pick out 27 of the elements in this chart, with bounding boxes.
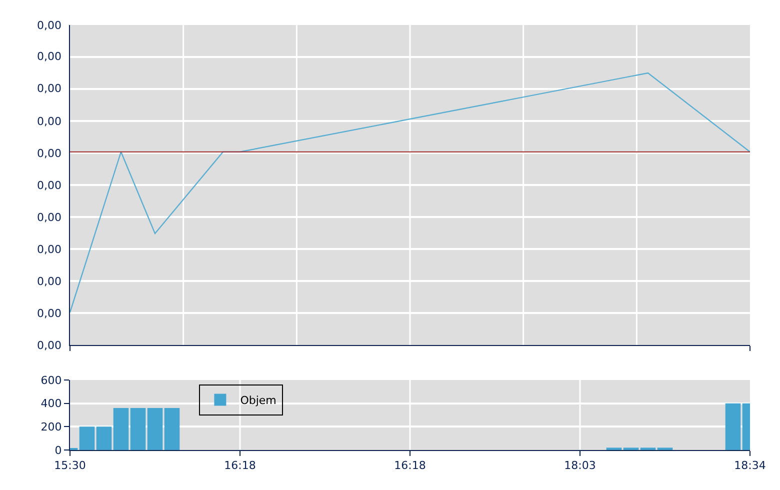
text: 0,00 <box>37 19 62 32</box>
text: 0,00 <box>37 179 62 192</box>
y-tick-label: 400 <box>40 397 62 410</box>
legend-label: Objem <box>240 394 276 408</box>
text: 0,00 <box>37 307 62 320</box>
bar <box>147 408 163 450</box>
bar <box>164 408 180 450</box>
x-tick-label: 18:03 <box>564 459 596 472</box>
x-tick-label: 15:30 <box>54 459 86 472</box>
y-tick-label: 600 <box>40 374 62 387</box>
x-tick-label: 16:18 <box>224 459 256 472</box>
bar <box>79 426 95 450</box>
text: 0,00 <box>37 82 62 95</box>
y-tick-label: 200 <box>40 420 62 434</box>
text: 0,00 <box>37 115 62 128</box>
text: 0,00 <box>37 243 62 256</box>
bar <box>130 408 146 450</box>
text: 0,00 <box>37 339 62 352</box>
text: 0,00 <box>37 275 62 288</box>
x-tick-label: 16:18 <box>394 459 426 472</box>
text: 0,00 <box>37 50 62 63</box>
bar <box>113 408 129 450</box>
y-tick-label: 0 <box>54 444 62 457</box>
text: 0,00 <box>37 147 62 160</box>
x-tick-label: 18:34 <box>734 459 766 472</box>
text: 0,00 <box>37 211 62 224</box>
bar <box>96 426 112 450</box>
